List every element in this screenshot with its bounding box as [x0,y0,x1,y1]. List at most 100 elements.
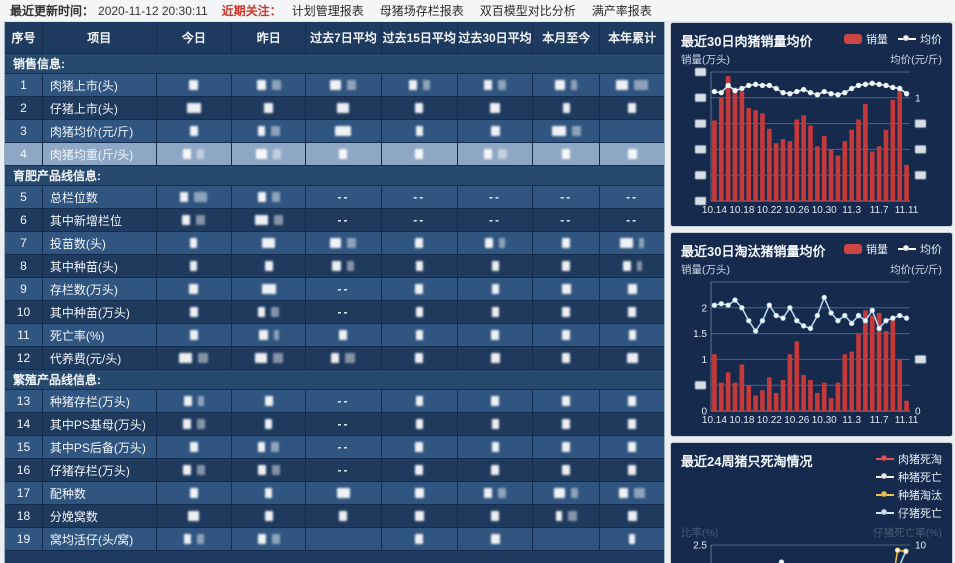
table-cell [533,436,601,459]
table-row-8[interactable]: 8 其中种苗(头) [5,255,664,278]
table-row-18[interactable]: 18 分娩窝数 [5,505,664,528]
chart-legend: 肉猪死淘种猪死亡种猪淘汰仔猪死亡 [812,451,942,523]
redacted-value [490,126,500,136]
redacted-value [414,511,424,521]
row-number: 16 [5,459,43,482]
redacted-value [183,534,191,544]
redacted-value [491,511,500,521]
nav-link-model-compare[interactable]: 双百模型对比分析 [479,4,576,18]
svg-text:0: 0 [701,407,707,418]
redacted-value [189,307,198,317]
redacted-value [271,192,280,202]
table-cell: -- [600,186,664,209]
table-cell [232,413,307,436]
table-section-row: 育肥产品线信息: [5,166,664,186]
table-cell: -- [306,413,382,436]
row-number: 11 [5,324,43,347]
table-cell [381,255,458,278]
table-row-16[interactable]: 16 仔猪存栏(万头) -- [5,459,664,482]
redacted-value [415,149,424,159]
table-row-5[interactable]: 5 总栏位数 -- -- -- -- -- [5,186,664,209]
legend-item[interactable]: 销量 [844,31,888,47]
table-cell [600,143,664,166]
table-row-7[interactable]: 7 投苗数(头) [5,232,664,255]
table-cell: -- [600,209,664,232]
table-cell [156,278,233,301]
table-row-1[interactable]: 1 肉猪上市(头) [5,74,664,97]
updated-time-label: 最近更新时间： [10,4,95,18]
table-cell [381,459,458,482]
column-header: 今日 [156,22,233,54]
legend-item[interactable]: 种猪淘汰 [876,487,942,503]
table-row-14[interactable]: 14 其中PS基母(万头) -- [5,413,664,436]
redacted-value [179,353,193,363]
table-row-15[interactable]: 15 其中PS后备(万头) -- [5,436,664,459]
nav-link-capacity-report[interactable]: 满产率报表 [591,4,652,18]
table-cell [533,120,601,143]
table-row-4[interactable]: 4 肉猪均重(斤/头) [5,143,664,166]
table-cell [600,255,664,278]
table-cell [600,232,664,255]
table-row-3[interactable]: 3 肉猪均价(元/斤) [5,120,664,143]
table-cell [381,413,458,436]
table-row-11[interactable]: 11 死亡率(%) [5,324,664,347]
table-row-6[interactable]: 6 其中新增栏位 -- -- -- -- -- [5,209,664,232]
table-cell [156,324,233,347]
redacted-value [189,330,198,340]
redacted-value [273,149,282,159]
table-row-2[interactable]: 2 仔猪上市(头) [5,97,664,120]
table-cell [533,482,601,505]
legend-item[interactable]: 仔猪死亡 [876,505,942,521]
redacted-value [336,488,350,498]
legend-item[interactable]: 肉猪死淘 [876,451,942,467]
table-row-12[interactable]: 12 代养费(元/头) [5,347,664,370]
legend-item[interactable]: 种猪死亡 [876,469,942,485]
redacted-value [628,442,637,452]
line-series [711,294,910,334]
redacted-value [415,126,423,136]
svg-text:10.22: 10.22 [757,415,782,426]
redacted-value [562,330,571,340]
redacted-value [262,238,276,248]
column-header: 过去15日平均 [381,22,458,54]
table-row-9[interactable]: 9 存栏数(万头) -- [5,278,664,301]
redacted-value [628,330,636,340]
nav-link-plan-report[interactable]: 计划管理报表 [291,4,364,18]
table-cell: -- [457,186,534,209]
row-number: 4 [5,143,43,166]
table-cell [533,347,601,370]
table-cell [156,232,233,255]
table-row-17[interactable]: 17 配种数 [5,482,664,505]
svg-text:10.26: 10.26 [784,205,809,216]
svg-text:2: 2 [701,303,707,314]
nav-link-sow-inventory-report[interactable]: 母猪场存栏报表 [379,4,464,18]
legend-item[interactable]: 均价 [898,241,942,257]
svg-text:1: 1 [915,93,921,104]
table-cell [232,390,307,413]
table-cell [306,120,382,143]
table-cell: -- [381,209,458,232]
redacted-value [337,103,350,113]
table-cell [600,436,664,459]
table-row-10[interactable]: 10 其中种苗(万头) -- [5,301,664,324]
table-cell [457,278,534,301]
redacted-value [271,442,280,452]
redacted-value [257,534,266,544]
redacted-value [330,238,342,248]
legend-item[interactable]: 均价 [898,31,942,47]
table-row-19[interactable]: 19 窝均活仔(头/窝) [5,528,664,551]
row-label: 其中新增栏位 [42,209,157,232]
x-axis-labels: 10.14 10.18 10.22 10.26 10.30 11.3 11.7 11.11 [702,205,919,216]
row-number: 7 [5,232,43,255]
redacted-value [415,238,424,248]
redacted-value [490,534,500,544]
redacted-value [490,353,500,363]
table-cell [533,97,601,120]
redacted-value [339,149,348,159]
bar-series [712,310,909,411]
table-cell [232,120,307,143]
table-cell [457,255,534,278]
table-cell [600,482,664,505]
table-row-13[interactable]: 13 种猪存栏(万头) -- [5,390,664,413]
legend-item[interactable]: 销量 [844,241,888,257]
